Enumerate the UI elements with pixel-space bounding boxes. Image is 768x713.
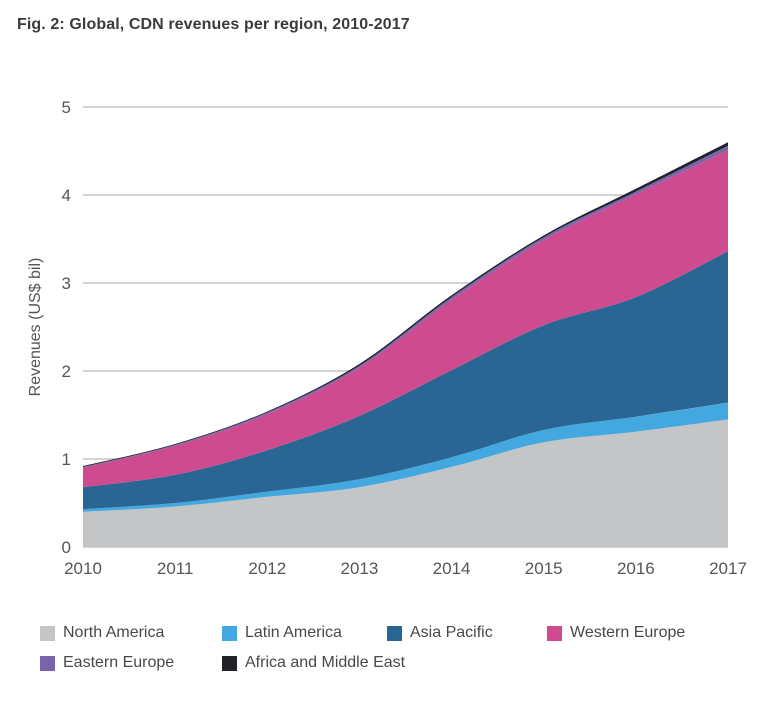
legend-item-asia-pacific: Asia Pacific	[387, 624, 547, 642]
legend-row-1: North America Latin America Asia Pacific We…	[40, 624, 685, 642]
x-tick-label-2015: 2015	[525, 559, 563, 578]
legend-item-north-america: North America	[40, 624, 222, 642]
legend-item-western-europe: Western Europe	[547, 624, 685, 642]
legend-swatch-eastern-europe	[40, 655, 55, 671]
legend: North America Latin America Asia Pacific We…	[40, 624, 685, 684]
y-tick-label-1: 1	[62, 450, 71, 469]
y-tick-label-4: 4	[62, 186, 71, 205]
legend-item-latin-america: Latin America	[222, 624, 387, 642]
y-tick-label-5: 5	[62, 98, 71, 117]
x-tick-label-2013: 2013	[341, 559, 379, 578]
x-tick-label-2011: 2011	[157, 559, 194, 578]
y-tick-label-0: 0	[62, 538, 71, 557]
figure-title: Fig. 2: Global, CDN revenues per region,…	[17, 16, 410, 33]
legend-row-2: Eastern Europe Africa and Middle East	[40, 654, 685, 672]
legend-swatch-asia-pacific	[387, 625, 402, 641]
y-axis-title: Revenues (US$ bil)	[27, 258, 44, 397]
legend-label-eastern-europe: Eastern Europe	[63, 654, 175, 671]
legend-item-eastern-europe: Eastern Europe	[40, 654, 222, 672]
area-eastern-europe	[83, 145, 728, 468]
legend-label-africa-and-middle-east: Africa and Middle East	[245, 654, 406, 671]
x-tick-label-2012: 2012	[248, 559, 286, 578]
area-africa-and-middle-east	[83, 142, 728, 467]
area-asia-pacific	[83, 251, 728, 510]
legend-swatch-western-europe	[547, 625, 562, 641]
y-tick-label-2: 2	[62, 362, 71, 381]
area-north-america	[83, 419, 728, 547]
x-tick-label-2016: 2016	[617, 559, 655, 578]
legend-label-asia-pacific: Asia Pacific	[410, 624, 493, 641]
area-latin-america	[83, 402, 728, 512]
x-tick-label-2014: 2014	[433, 559, 471, 578]
legend-swatch-north-america	[40, 625, 55, 641]
area-western-europe	[83, 150, 728, 488]
legend-label-western-europe: Western Europe	[570, 624, 686, 641]
legend-label-latin-america: Latin America	[245, 624, 342, 641]
x-tick-label-2017: 2017	[709, 559, 747, 578]
legend-swatch-africa-and-middle-east	[222, 655, 237, 671]
legend-item-africa-and-middle-east: Africa and Middle East	[222, 654, 405, 672]
y-tick-label-3: 3	[62, 274, 71, 293]
x-tick-label-2010: 2010	[64, 559, 102, 578]
legend-swatch-latin-america	[222, 625, 237, 641]
stacked-area-chart: 0 1 2 3 4 5 2010 2011 2012 2013 2014 2015 2016 2017 Re…	[27, 98, 747, 578]
legend-label-north-america: North America	[63, 624, 165, 641]
